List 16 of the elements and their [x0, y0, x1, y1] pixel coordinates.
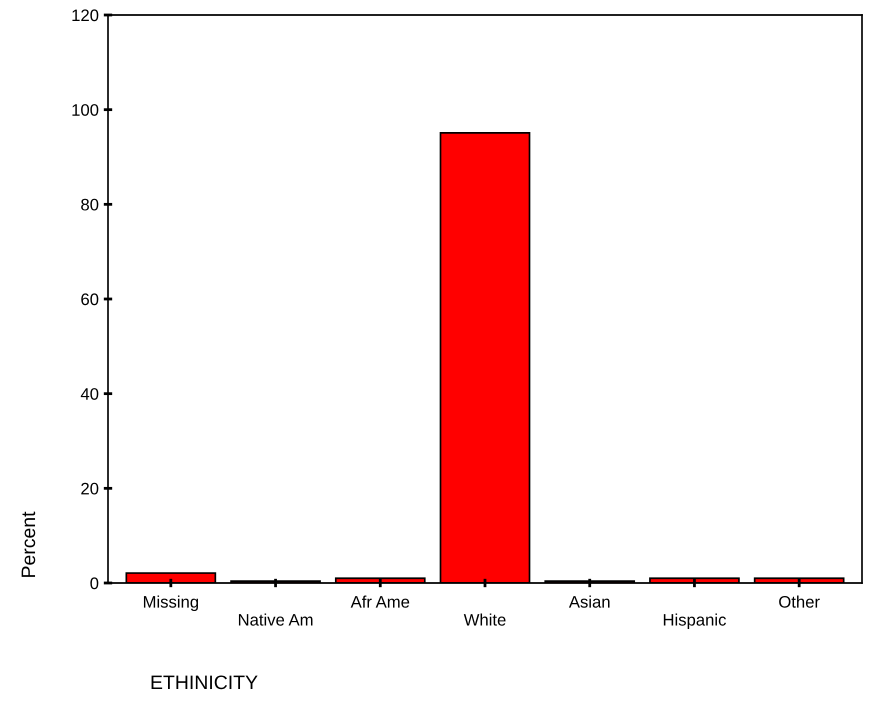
- x-axis-title: ETHINICITY: [152, 675, 258, 690]
- x-tick-label: Asian: [568, 596, 610, 608]
- y-tick-label: 120: [72, 9, 98, 22]
- x-tick-label: White: [464, 613, 506, 626]
- y-tick-label: 100: [72, 104, 98, 116]
- y-tick-label: 20: [81, 482, 98, 495]
- x-tick-label: Native Am: [238, 613, 312, 626]
- x-tick-label: Hispanic: [664, 613, 726, 629]
- y-tick-label: 40: [80, 388, 98, 400]
- x-tick-label: Afr Ame: [350, 596, 410, 608]
- x-tick-label: Missing: [144, 596, 198, 612]
- y-tick-label: 80: [81, 198, 98, 211]
- y-tick-label: 0: [90, 577, 98, 590]
- y-tick-label: 60: [81, 293, 98, 306]
- y-axis-title: Percent: [22, 512, 36, 577]
- x-tick-label: Other: [779, 596, 820, 608]
